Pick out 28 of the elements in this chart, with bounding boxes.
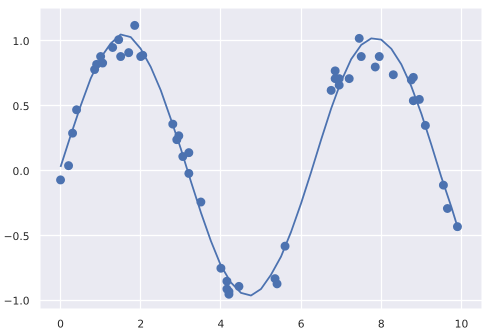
y-tick-label: 0.0	[12, 164, 30, 178]
x-tick-label: 4	[218, 318, 225, 330]
point	[130, 20, 140, 30]
point	[374, 52, 384, 62]
point	[272, 279, 282, 288]
point	[64, 161, 74, 170]
point	[356, 52, 366, 62]
point	[388, 70, 398, 80]
x-tick-label: 2	[137, 318, 144, 330]
y-tick-label: 1.0	[12, 34, 30, 48]
y-tick-label: −1.0	[4, 294, 30, 308]
x-tick-label: 6	[298, 318, 305, 330]
x-tick-label: 0	[57, 318, 64, 330]
point	[184, 148, 194, 158]
point	[442, 204, 452, 213]
point	[344, 74, 354, 84]
point	[124, 48, 134, 58]
point	[326, 86, 336, 95]
point	[330, 66, 340, 76]
point	[116, 52, 126, 62]
y-tick-label: 0.5	[12, 100, 30, 113]
x-tick-label: 10	[454, 318, 468, 330]
point	[354, 34, 364, 43]
x-tick-label: 8	[378, 318, 385, 330]
point	[408, 72, 418, 82]
point	[56, 175, 66, 184]
y-tick-label: −0.5	[4, 230, 30, 243]
point	[370, 62, 380, 72]
